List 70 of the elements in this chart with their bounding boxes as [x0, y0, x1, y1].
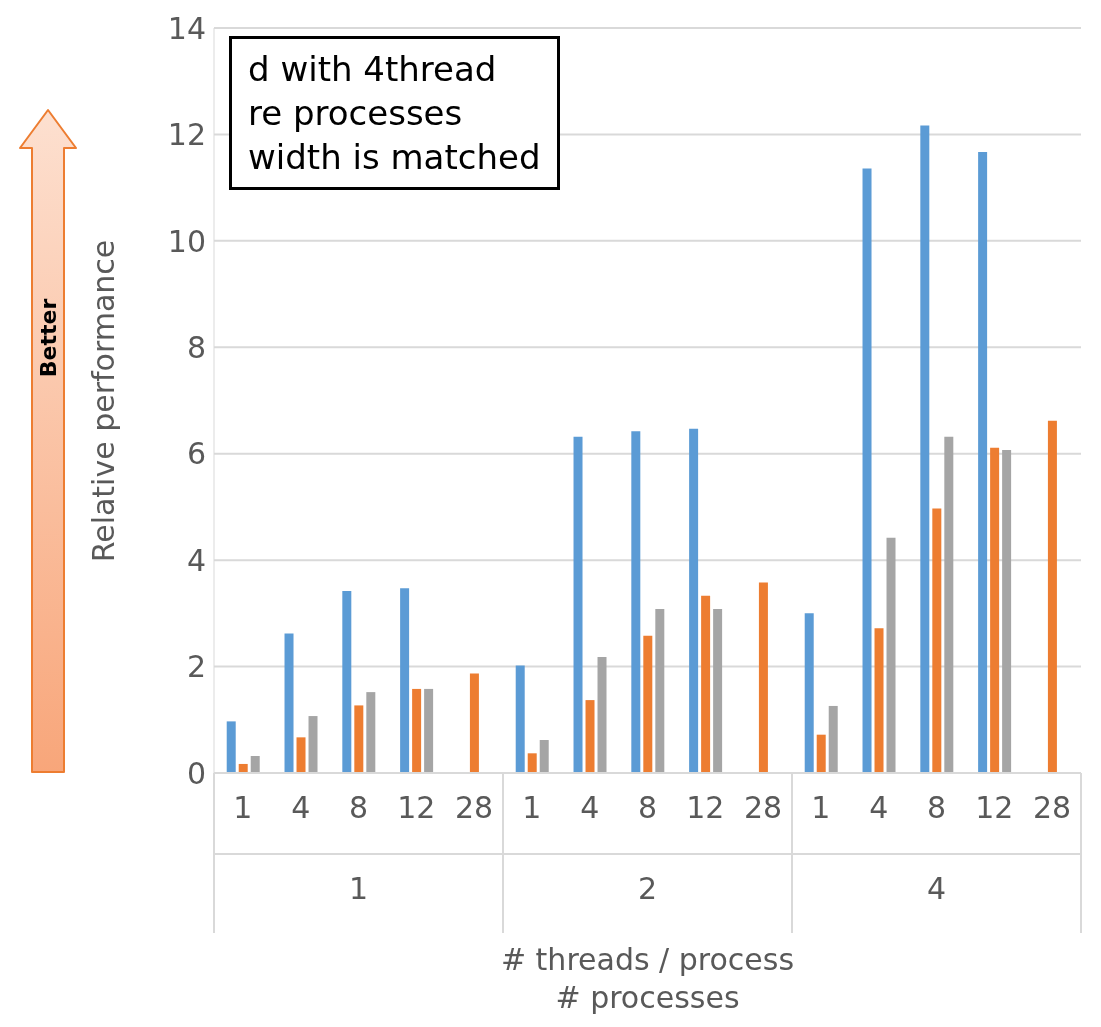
y-axis-title: Relative performance: [85, 239, 121, 562]
x-tick-label: 8: [926, 790, 947, 826]
bar: [874, 628, 884, 773]
bar: [515, 665, 525, 773]
bar: [944, 436, 954, 773]
bar: [643, 635, 653, 773]
x-tick-label: 4: [291, 790, 311, 826]
bar: [978, 151, 988, 773]
bar: [296, 737, 306, 773]
bar: [701, 595, 711, 773]
x-tick-label: 4: [580, 790, 600, 826]
y-tick-label: 4: [186, 542, 206, 578]
text: 2: [636, 871, 659, 906]
bar: [990, 447, 1000, 773]
bar: [342, 591, 352, 773]
bar: [804, 613, 814, 773]
annotation: width is matched: [248, 136, 541, 179]
bar: [631, 431, 641, 773]
bar: [655, 609, 665, 773]
y-tick-label: 8: [186, 329, 206, 365]
y-tick-label: 14: [167, 10, 206, 46]
x-tick-label: 1: [233, 790, 253, 826]
bar: [1047, 420, 1057, 773]
annotation: d with 4thread: [248, 48, 498, 91]
x-tick-label: 12: [397, 790, 436, 826]
y-tick-label: 10: [167, 223, 206, 259]
y-tick-label: 12: [167, 117, 206, 153]
bar: [400, 588, 410, 773]
bar: [469, 673, 479, 773]
x-tick-label: 12: [686, 790, 725, 826]
bar: [354, 705, 364, 773]
bar: [539, 740, 549, 773]
bar: [689, 428, 699, 773]
x-tick-label: 28: [1033, 790, 1072, 826]
y-tick-label: 2: [186, 649, 206, 685]
bar: [308, 716, 318, 773]
x-tick-label: 28: [744, 790, 783, 826]
bar: [597, 656, 607, 773]
bar: [585, 700, 595, 773]
bar: [758, 582, 768, 773]
bar: [424, 688, 434, 773]
bar: [920, 125, 930, 773]
text: Better: [35, 298, 61, 378]
bar: [250, 755, 260, 773]
text: 4: [925, 871, 948, 906]
x-tick-label: 4: [869, 790, 889, 826]
x-tick-label: 1: [522, 790, 542, 826]
y-tick-label: 0: [186, 755, 206, 791]
bar: [527, 753, 537, 773]
bar: [862, 168, 872, 773]
bar: [366, 692, 376, 773]
x-axis-title: # threads / process # processes: [499, 941, 796, 1017]
bar: [226, 721, 236, 773]
x-tick-label: 28: [455, 790, 494, 826]
x-tick-label: 12: [975, 790, 1014, 826]
x-tick-label: 8: [637, 790, 658, 826]
y-tick-label: 6: [186, 436, 206, 472]
bar: [932, 508, 942, 773]
bar: [1002, 449, 1012, 773]
x-tick-label: 8: [348, 790, 369, 826]
bar: [284, 633, 294, 773]
bar: [828, 705, 838, 773]
bar: [713, 609, 723, 773]
bar: [886, 537, 896, 773]
bar: [412, 688, 422, 773]
bar: [573, 436, 583, 773]
x-tick-label: 1: [811, 790, 831, 826]
text: 1: [347, 871, 370, 906]
annotation: re processes: [248, 92, 464, 135]
bar: [816, 734, 826, 773]
